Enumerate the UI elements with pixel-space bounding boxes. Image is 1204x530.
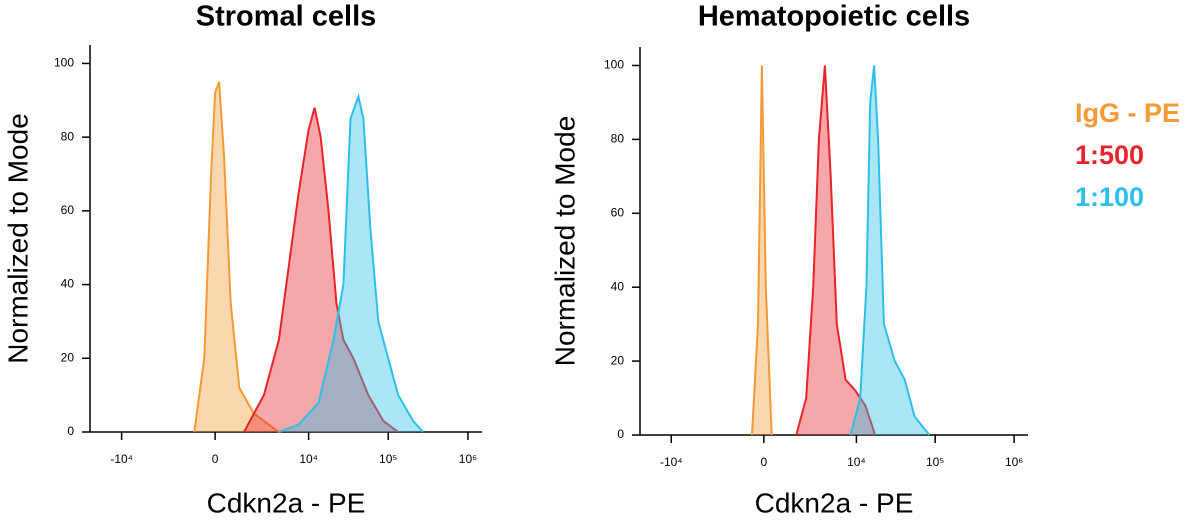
y-tick-label: 20: [61, 350, 75, 364]
area-fill: [278, 96, 424, 432]
chart-title: Hematopoietic cells: [698, 1, 970, 33]
curve: [751, 65, 773, 436]
area-fill: [243, 107, 399, 432]
area-fill: [194, 81, 279, 433]
y-tick-label: 40: [611, 279, 625, 293]
curve: [193, 81, 280, 433]
x-tick-label: 10⁶: [459, 452, 477, 466]
x-tick-label: 10⁶: [1005, 455, 1023, 469]
y-tick-label: 20: [611, 353, 625, 367]
area-fill: [752, 65, 772, 435]
x-tick-label: 0: [212, 452, 219, 466]
legend-entry: IgG - PE: [1075, 98, 1180, 128]
y-tick-label: 0: [617, 427, 624, 441]
x-axis-label: Cdkn2a - PE: [207, 487, 366, 518]
legend-entry: 1:100: [1075, 182, 1144, 212]
chart-title: Stromal cells: [196, 1, 377, 33]
x-tick-label: 0: [760, 455, 767, 469]
y-tick-label: 100: [604, 58, 624, 72]
curve: [243, 107, 399, 433]
x-tick-label: 10⁵: [926, 455, 944, 469]
y-tick-label: 60: [611, 205, 625, 219]
area-fill: [796, 65, 876, 435]
x-tick-label: 10⁴: [299, 452, 318, 466]
y-axis-label: Normalized to Mode: [549, 116, 580, 367]
y-tick-label: 40: [61, 277, 75, 291]
curve: [278, 93, 424, 433]
curve: [849, 65, 931, 436]
x-tick-label: 10⁵: [379, 452, 397, 466]
x-axis-label: Cdkn2a - PE: [755, 487, 914, 518]
x-tick-label: 10⁴: [847, 455, 866, 469]
x-tick-label: -10⁴: [110, 452, 133, 466]
y-axis-label: Normalized to Mode: [2, 113, 33, 364]
legend-entry: 1:500: [1075, 140, 1144, 170]
y-tick-label: 80: [611, 132, 625, 146]
y-tick-label: 80: [61, 129, 75, 143]
curve: [795, 65, 877, 436]
area-fill: [850, 65, 930, 435]
y-tick-label: 60: [61, 203, 75, 217]
y-tick-label: 0: [67, 424, 74, 438]
y-tick-label: 100: [54, 56, 74, 70]
x-tick-label: -10⁴: [660, 455, 683, 469]
